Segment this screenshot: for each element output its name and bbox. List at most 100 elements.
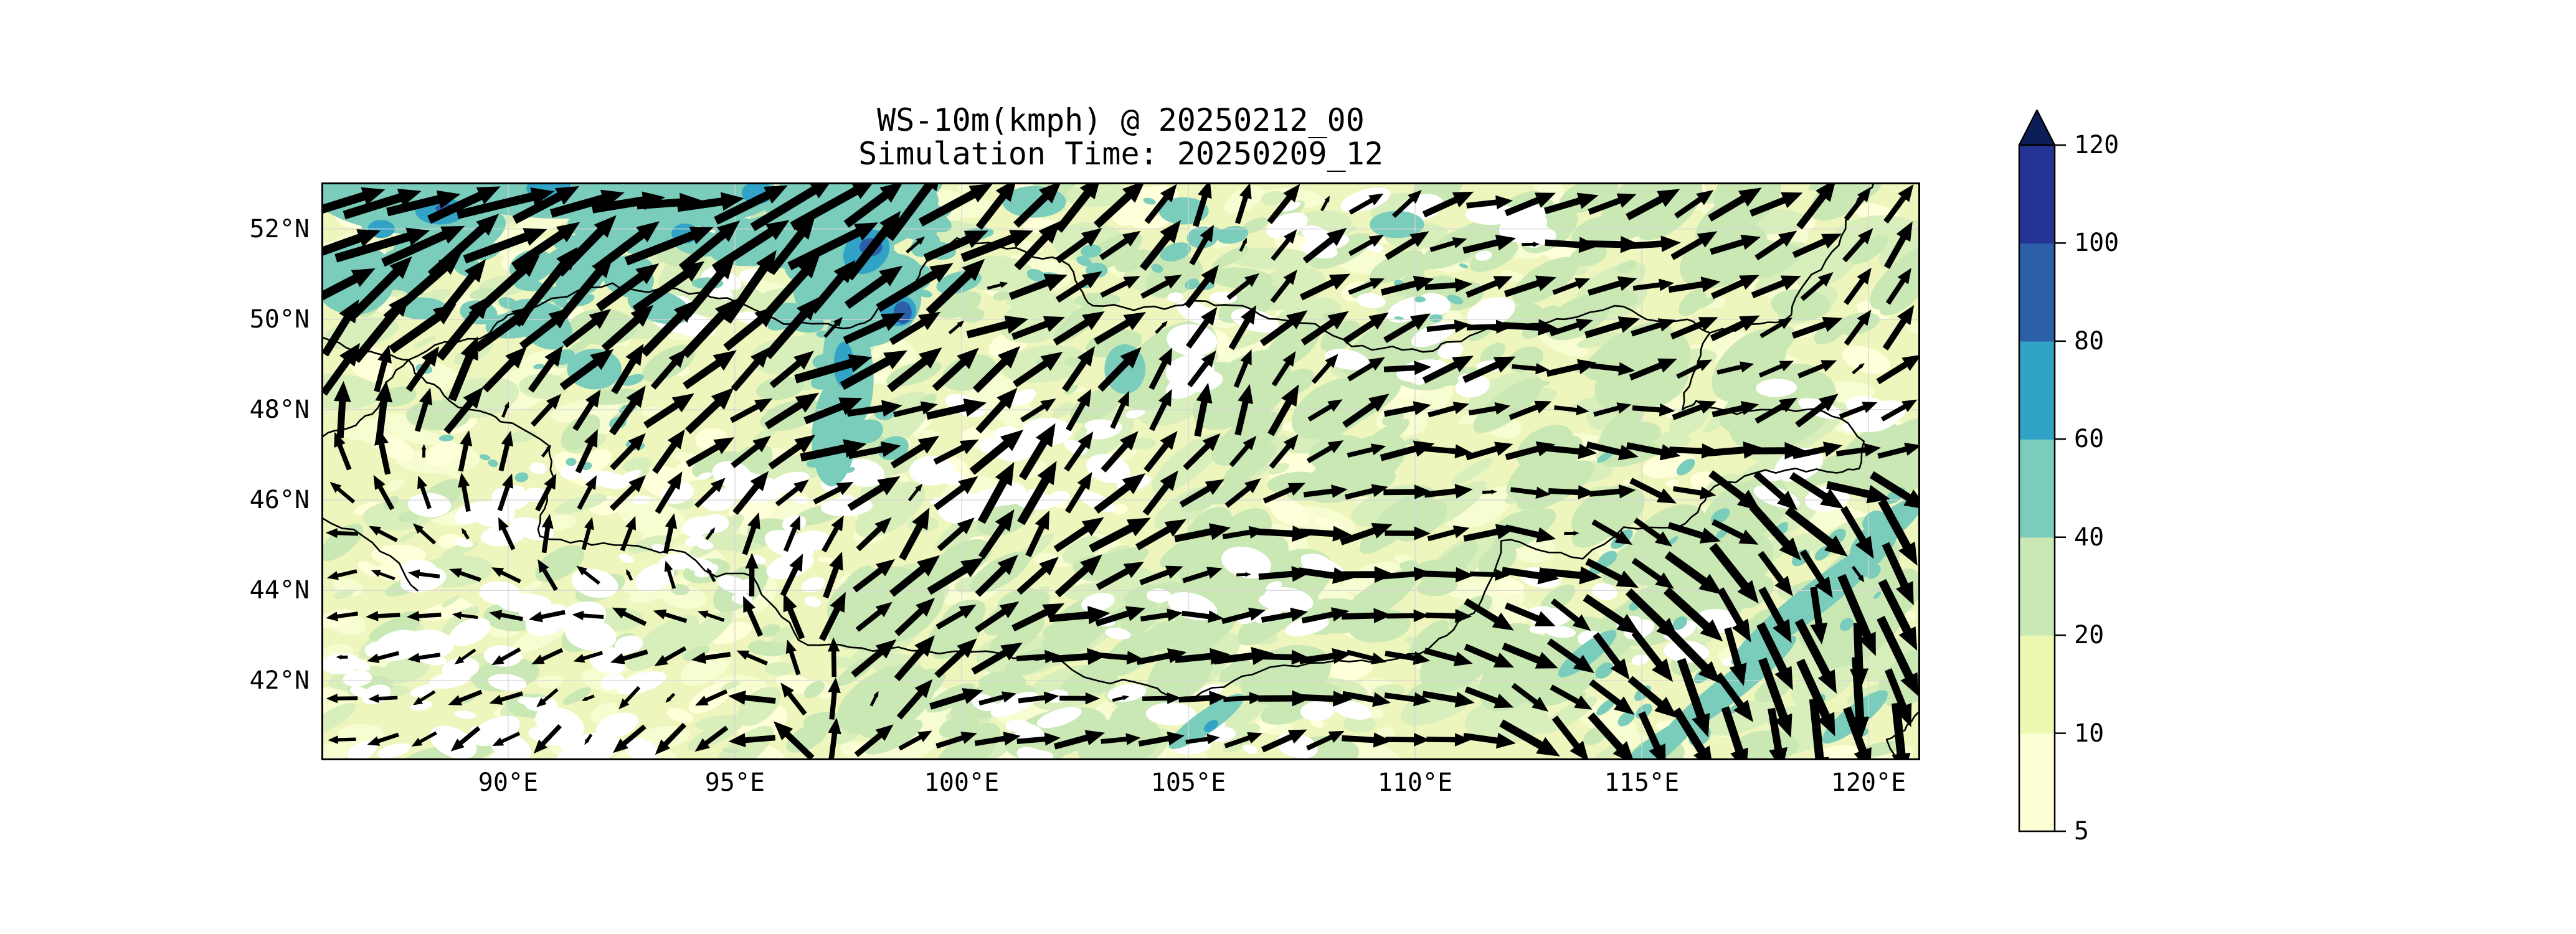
wind-vector-arrow xyxy=(1224,478,1261,508)
contour-blob xyxy=(1414,296,1426,303)
wind-vector-arrow xyxy=(1189,224,1214,266)
wind-vector-arrow xyxy=(843,313,905,344)
wind-vector-arrow xyxy=(489,691,523,705)
x-tick-label: 100°E xyxy=(924,768,1000,797)
wind-vector-arrow xyxy=(1810,587,1828,645)
wind-vector-arrow xyxy=(1877,442,1920,459)
wind-vector-arrow xyxy=(1631,630,1673,682)
colorbar-segment xyxy=(2019,243,2055,342)
contour-blob xyxy=(1597,450,1614,463)
wind-vector-arrow xyxy=(1013,182,1061,228)
wind-vector-arrow xyxy=(1178,691,1227,705)
wind-vector-arrow xyxy=(1502,643,1558,669)
wind-vector-arrow xyxy=(1880,399,1918,422)
wind-vector-arrow xyxy=(1148,347,1173,390)
wind-vector-arrow xyxy=(1239,237,1248,252)
y-tick-label: 42°N xyxy=(249,666,310,696)
contour-blob xyxy=(615,635,643,654)
contour-blob xyxy=(391,265,423,287)
colorbar-tick-label: 5 xyxy=(2074,817,2090,846)
wind-vector-arrow xyxy=(448,336,478,402)
wind-vector-arrow xyxy=(1588,712,1634,760)
wind-vector-arrow xyxy=(889,555,940,597)
contour-blob xyxy=(536,675,564,689)
wind-vector-arrow xyxy=(975,182,1016,230)
wind-vector-arrow xyxy=(1789,472,1844,509)
wind-vector-arrow xyxy=(681,298,737,359)
wind-vector-arrow xyxy=(1629,478,1677,504)
contour-blob xyxy=(828,596,929,650)
wind-vector-arrow xyxy=(1792,234,1842,258)
wind-vector-arrow xyxy=(1544,192,1599,214)
wind-vector-arrow xyxy=(1670,317,1718,340)
contour-blob xyxy=(1591,583,1617,600)
contour-blob xyxy=(1160,535,1213,569)
wind-vector-arrow xyxy=(1422,356,1474,384)
wind-vector-arrow xyxy=(1187,351,1216,388)
wind-vector-arrow xyxy=(1462,234,1517,254)
contour-blob xyxy=(1429,314,1443,323)
contour-blob xyxy=(1160,242,1191,262)
wind-vector-arrow xyxy=(1844,186,1872,221)
contour-blob xyxy=(1325,349,1369,370)
wind-vector-arrow xyxy=(974,732,1021,747)
wind-vector-arrow xyxy=(612,607,647,626)
wind-vector-arrow xyxy=(610,649,648,664)
wind-vector-arrow xyxy=(427,186,501,224)
contour-blob xyxy=(1221,546,1272,578)
wind-vector-arrow xyxy=(417,475,432,509)
wind-vector-arrow xyxy=(1383,361,1432,375)
wind-vector-arrow xyxy=(1055,228,1102,263)
contour-blob xyxy=(1052,402,1074,418)
wind-vector-arrow xyxy=(1016,649,1061,664)
wind-vector-arrow xyxy=(321,229,381,257)
wind-vector-arrow xyxy=(531,394,562,427)
wind-vector-arrow xyxy=(454,648,476,664)
wind-vector-arrow xyxy=(918,183,993,227)
contour-blob xyxy=(1451,458,1494,485)
wind-vector-arrow xyxy=(1464,598,1514,631)
border-russia-mongolia xyxy=(321,237,1711,361)
wind-vector-arrow xyxy=(1466,441,1513,461)
contour-blob xyxy=(1459,263,1469,268)
wind-vector-arrow xyxy=(1213,647,1274,666)
contour-blob xyxy=(343,670,372,687)
wind-vector-arrow xyxy=(366,611,400,621)
wind-vector-arrow xyxy=(610,433,646,471)
wind-vector-arrow xyxy=(1554,405,1589,415)
contour-blob xyxy=(441,606,480,636)
contour-blob xyxy=(449,618,491,646)
wind-vector-arrow xyxy=(1462,356,1516,384)
wind-vector-arrow xyxy=(1182,567,1223,583)
wind-vector-arrow xyxy=(780,554,803,597)
wind-vector-arrow xyxy=(611,344,644,395)
contour-blob xyxy=(1076,256,1092,267)
wind-vector-arrow xyxy=(1345,484,1388,500)
contour-blob xyxy=(1905,321,1920,335)
wind-vector-arrow xyxy=(609,385,646,436)
wind-vector-arrow xyxy=(413,690,436,705)
contour-blob xyxy=(488,674,527,691)
wind-vector-arrow xyxy=(1638,711,1666,760)
contour-blob xyxy=(1617,710,1635,727)
contour-blob xyxy=(518,697,537,705)
wind-vector-arrow xyxy=(1096,562,1144,590)
wind-vector-arrow xyxy=(1380,275,1434,296)
wind-vector-arrow xyxy=(511,222,580,271)
contour-blob xyxy=(1340,568,1419,626)
wind-vector-arrow xyxy=(1425,609,1472,623)
wind-vector-arrow xyxy=(933,439,979,465)
wind-vector-arrow xyxy=(1338,566,1395,583)
wind-vector-arrow xyxy=(1301,607,1350,624)
wind-vector-arrow xyxy=(375,380,393,439)
wind-vector-arrow xyxy=(1423,567,1474,583)
wind-vector-arrow xyxy=(1631,557,1674,589)
contour-blob xyxy=(695,539,714,550)
contour-blob xyxy=(1105,628,1131,640)
wind-vector-arrow xyxy=(613,724,646,753)
wind-vector-arrow xyxy=(1564,531,1579,536)
contour-blob xyxy=(381,655,430,684)
wind-vector-arrow xyxy=(887,347,942,392)
wind-vector-arrow xyxy=(1629,358,1677,380)
contour-blob xyxy=(445,664,474,679)
